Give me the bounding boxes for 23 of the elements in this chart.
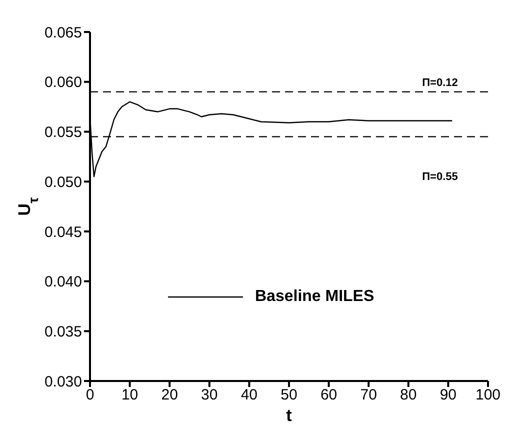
y-tick-label: 0.035 bbox=[44, 323, 82, 340]
x-tick-label: 90 bbox=[440, 386, 457, 404]
y-tick-label: 0.050 bbox=[44, 174, 82, 191]
x-tick-label: 20 bbox=[161, 386, 178, 404]
x-axis-title: t bbox=[286, 406, 292, 425]
x-tick-label: 0 bbox=[86, 386, 94, 404]
x-tick-label: 10 bbox=[121, 386, 138, 404]
x-tick-label: 100 bbox=[475, 386, 501, 404]
x-tick-label: 50 bbox=[280, 386, 298, 404]
x-tick-label: 40 bbox=[240, 386, 258, 404]
x-tick-label: 60 bbox=[320, 386, 338, 404]
y-tick-label: 0.055 bbox=[44, 124, 82, 142]
annotation: Π=0.12 bbox=[422, 77, 458, 89]
y-tick-label: 0.060 bbox=[44, 74, 82, 92]
annotation: Π=0.55 bbox=[422, 171, 458, 183]
x-tick-label: 70 bbox=[360, 386, 377, 404]
y-tick-label: 0.030 bbox=[44, 373, 82, 390]
y-tick-label: 0.065 bbox=[44, 24, 82, 42]
x-tick-label: 30 bbox=[201, 386, 218, 404]
y-tick-label: 0.045 bbox=[44, 224, 82, 241]
legend-label: Baseline MILES bbox=[255, 288, 374, 306]
y-tick-label: 0.040 bbox=[44, 274, 82, 291]
x-tick-label: 80 bbox=[400, 386, 417, 404]
